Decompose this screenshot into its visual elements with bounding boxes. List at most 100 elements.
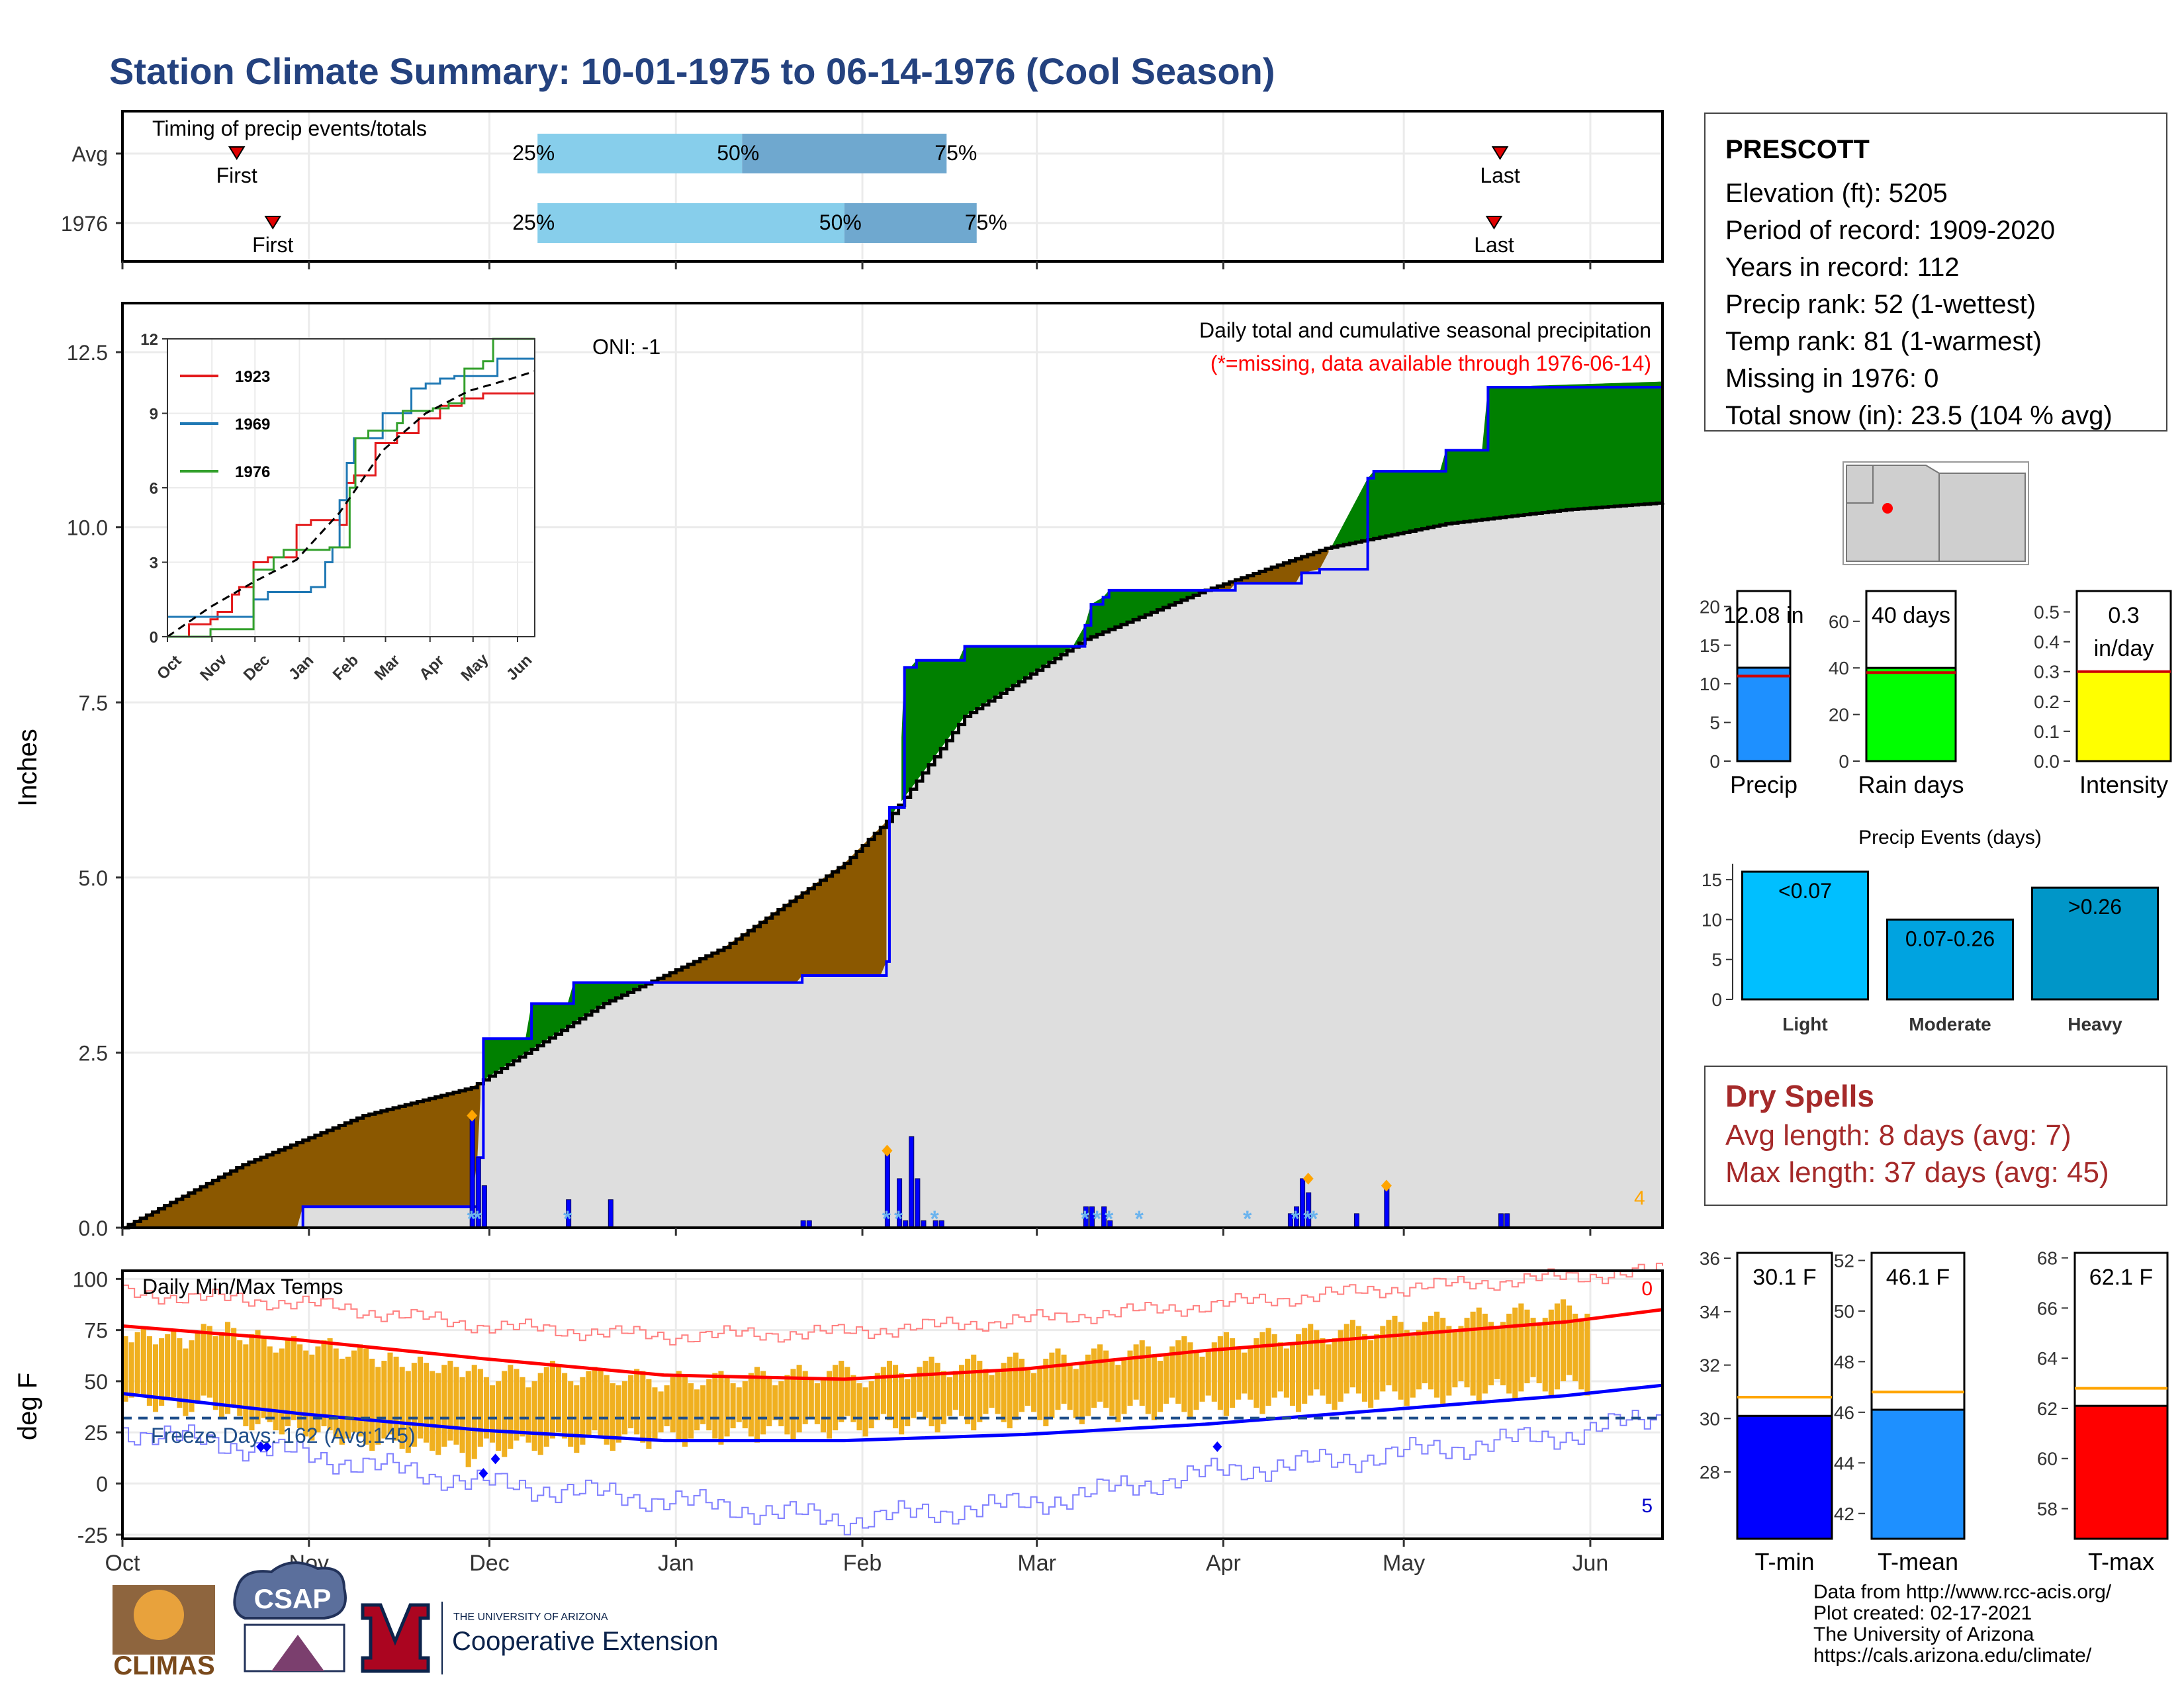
- daily-temp-bar: [820, 1379, 827, 1433]
- precip-ytick-label: 5.0: [79, 866, 108, 890]
- daily-temp-bar: [1482, 1313, 1488, 1394]
- timing-row-label: 1976: [61, 212, 108, 236]
- daily-temp-bar: [1458, 1326, 1464, 1381]
- inset-average-line: [167, 370, 535, 638]
- daily-temp-bar: [249, 1334, 255, 1431]
- temp-summary-t-max-ytick-label: 60: [2037, 1449, 2058, 1469]
- climas-sun-icon: [134, 1590, 184, 1640]
- temp-summary-t-mean-ytick-label: 46: [1834, 1402, 1854, 1423]
- inset-frame: [167, 338, 535, 637]
- daily-temp-bar: [868, 1381, 874, 1429]
- snow-marker: *: [882, 1207, 891, 1232]
- daily-temp-bar: [1452, 1332, 1458, 1388]
- summary-intensity-ytick-label: 0.2: [2034, 692, 2060, 712]
- daily-temp-bar: [333, 1348, 339, 1439]
- temp-ytick-label: -25: [77, 1524, 108, 1547]
- temp-summary-t-max-ytick-label: 62: [2037, 1398, 2058, 1419]
- daily-temp-bar: [615, 1385, 621, 1443]
- climas-logo-text: CLIMAS: [113, 1651, 214, 1680]
- daily-temp-bar: [453, 1367, 459, 1445]
- daily-temp-bar: [1464, 1318, 1470, 1388]
- daily-temp-bar: [375, 1367, 381, 1445]
- events-category-label: Light: [1782, 1014, 1827, 1034]
- daily-temp-bar: [1253, 1338, 1259, 1408]
- daily-temp-bar: [1151, 1354, 1157, 1420]
- daily-precip-bar: [1498, 1213, 1504, 1228]
- summary-intensity-ytick-label: 0.3: [2034, 662, 2060, 682]
- daily-temp-bar: [297, 1344, 303, 1429]
- temp-ytick-label: 75: [84, 1319, 108, 1343]
- station-period: Period of record: 1909-2020: [1725, 216, 2056, 245]
- daily-temp-bar: [1067, 1363, 1073, 1410]
- timing-bar-q25-q50: [537, 134, 743, 173]
- daily-temp-bar: [345, 1356, 351, 1439]
- temp-summary-t-min-label: T-min: [1755, 1548, 1815, 1575]
- daily-temp-bar: [766, 1379, 772, 1426]
- daily-temp-bar: [339, 1358, 345, 1445]
- ua-logo-small-text: THE UNIVERSITY OF ARIZONA: [453, 1612, 608, 1623]
- summary-intensity: 0.0 0.1 0.2 0.3 0.4 0.5 0.3 in/day Intensity: [2034, 590, 2172, 798]
- daily-temp-bar: [1211, 1342, 1217, 1402]
- timing-label-75: 75%: [965, 210, 1007, 234]
- daily-temp-bar: [555, 1365, 562, 1433]
- precip-ytick-label: 0.0: [79, 1216, 108, 1240]
- daily-temp-bar: [1265, 1328, 1271, 1406]
- inset-legend-label: 1976: [235, 463, 270, 481]
- daily-temp-bar: [814, 1383, 820, 1424]
- temp-summary-t-max-ytick-label: 68: [2037, 1248, 2058, 1269]
- daily-temp-bar: [712, 1373, 718, 1439]
- daily-temp-bar: [880, 1367, 886, 1414]
- daily-temp-bar: [140, 1328, 146, 1396]
- timing-panel: 25% 50% 75% First Last Avg 25% 50% 75% First Last 1…: [61, 110, 1664, 269]
- summary-rain-days-ytick-label: 0: [1839, 751, 1849, 772]
- temp-summary-t-mean-ytick-label: 48: [1834, 1351, 1854, 1372]
- record-low-diamond: [490, 1453, 500, 1465]
- daily-temp-bar: [628, 1375, 634, 1429]
- record-low-diamond: [256, 1441, 266, 1452]
- daily-temp-bar: [381, 1361, 387, 1439]
- precip-ytick-label: 7.5: [79, 691, 108, 715]
- daily-temp-bar: [1091, 1348, 1097, 1408]
- daily-temp-bar: [1380, 1326, 1386, 1392]
- footer-credits: Data from http://www.rcc-acis.org/ Plot …: [1813, 1582, 2111, 1667]
- temp-ylabel: deg F: [13, 1373, 42, 1440]
- daily-temp-bar: [808, 1379, 814, 1418]
- daily-temp-bar: [899, 1373, 905, 1435]
- month-tick-label: May: [1383, 1551, 1425, 1576]
- daily-temp-bar: [1283, 1348, 1289, 1398]
- precip-frame: [121, 302, 1664, 1229]
- daily-precip-bar: [608, 1199, 614, 1228]
- daily-precip-bar: [1353, 1213, 1359, 1228]
- month-tick-label: Jun: [1572, 1551, 1609, 1576]
- temp-summary-t-max-label: T-max: [2088, 1548, 2154, 1575]
- daily-temp-bar: [1013, 1352, 1019, 1420]
- precip-subtitle: (*=missing, data available through 1976-…: [1210, 351, 1651, 375]
- daily-temp-bar: [177, 1338, 183, 1408]
- daily-temp-bar: [1410, 1336, 1416, 1398]
- daily-temp-bar: [1133, 1344, 1139, 1400]
- temp-summary-t-max: 58 60 62 64 66 68 62.1 F T-max: [2037, 1248, 2169, 1575]
- daily-temp-bar: [514, 1369, 520, 1441]
- daily-precip-bar: [481, 1185, 487, 1228]
- daily-temp-bar: [502, 1371, 508, 1457]
- daily-temp-bar: [1175, 1340, 1181, 1404]
- daily-temp-bar: [621, 1381, 628, 1435]
- month-tick-label: Apr: [1206, 1551, 1241, 1576]
- below-average-fill: [125, 1081, 480, 1228]
- snow-marker: *: [931, 1207, 940, 1232]
- footer-line: https://cals.arizona.edu/climate/: [1813, 1645, 2092, 1667]
- daily-temp-bar: [790, 1369, 796, 1441]
- daily-temp-bar: [430, 1371, 435, 1451]
- daily-temp-bar: [146, 1336, 152, 1406]
- daily-temp-bar: [952, 1371, 958, 1410]
- above-average-fill: [901, 590, 1203, 801]
- temp-ytick-label: 0: [96, 1473, 108, 1496]
- daily-temp-bar: [357, 1344, 363, 1437]
- daily-temp-bar: [435, 1373, 441, 1455]
- daily-temp-bar: [724, 1377, 730, 1437]
- station-name: PRESCOTT: [1725, 135, 1870, 164]
- csap-logo-text: CSAP: [254, 1583, 332, 1614]
- daily-temp-bar: [285, 1340, 291, 1426]
- timing-last-marker-label: Last: [1474, 233, 1514, 257]
- daily-temp-bar: [646, 1379, 652, 1449]
